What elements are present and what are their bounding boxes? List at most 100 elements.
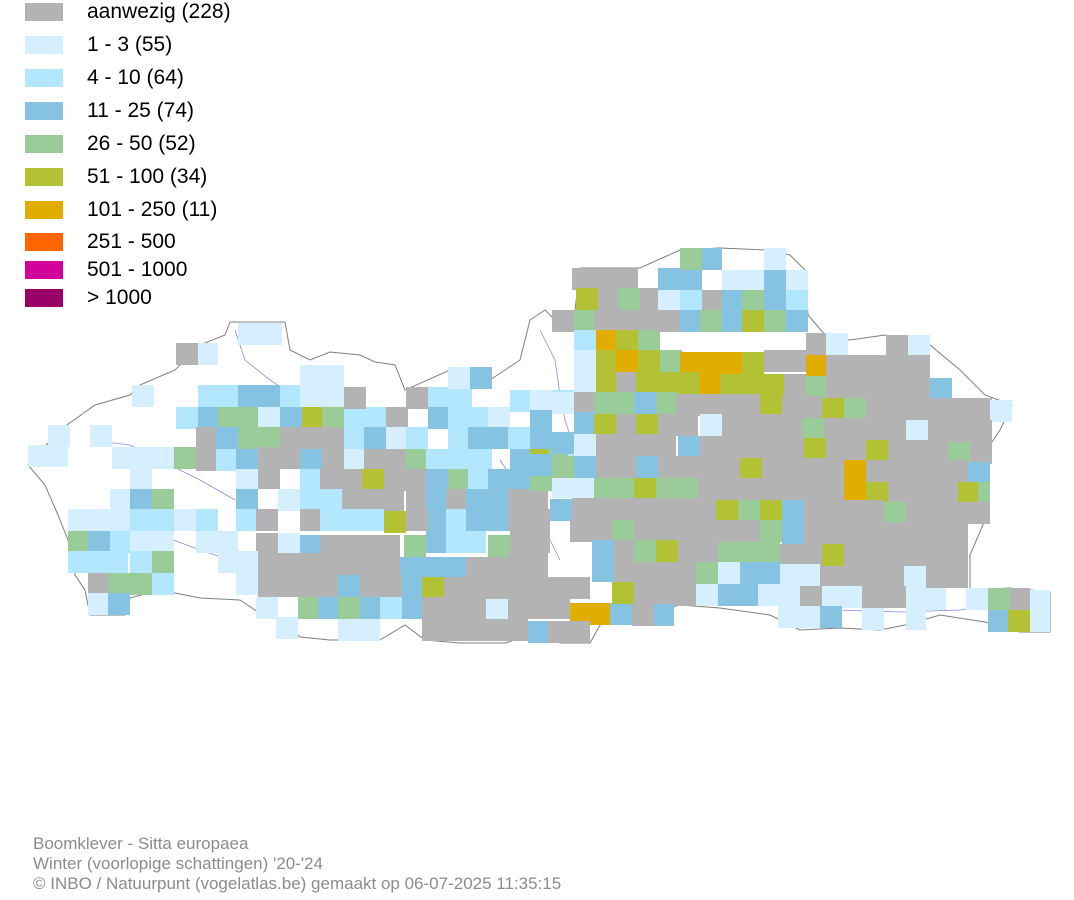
grid-cell <box>782 500 804 522</box>
legend-item: 1 - 3 (55) <box>25 33 172 57</box>
grid-cell <box>552 456 574 478</box>
grid-cell <box>300 469 322 491</box>
grid-cell <box>612 582 634 604</box>
grid-cell <box>196 509 218 531</box>
grid-cell <box>384 511 406 533</box>
grid-cell <box>654 604 674 626</box>
grid-cell <box>422 557 466 579</box>
grid-cell <box>550 499 572 521</box>
grid-cell <box>548 621 590 643</box>
grid-cell <box>702 248 722 270</box>
credit-line: © INBO / Natuurpunt (vogelatlas.be) gema… <box>33 874 562 893</box>
grid-cell <box>970 442 992 464</box>
grid-cell <box>402 597 424 619</box>
grid-cell <box>722 310 744 332</box>
grid-cell <box>362 489 404 511</box>
grid-cell <box>320 509 384 531</box>
grid-cell <box>90 425 112 447</box>
grid-cell <box>528 621 548 643</box>
grid-cell <box>574 434 596 456</box>
grid-cell <box>866 482 888 504</box>
grid-cell <box>386 449 408 471</box>
legend-swatch <box>25 3 63 21</box>
grid-cell <box>700 372 720 394</box>
grid-cell <box>594 310 616 332</box>
grid-cell <box>634 392 656 414</box>
grid-cell <box>130 489 152 511</box>
grid-cell <box>820 606 842 628</box>
grid-cell <box>236 449 258 471</box>
grid-cell <box>552 392 574 414</box>
legend-swatch <box>25 69 63 87</box>
grid-cell <box>236 469 258 491</box>
grid-cell <box>218 531 238 553</box>
grid-cell <box>572 498 716 520</box>
grid-cell <box>658 268 702 290</box>
legend-swatch <box>25 102 63 120</box>
grid-cell <box>716 500 738 522</box>
grid-cell <box>886 335 908 357</box>
grid-cell <box>616 330 638 352</box>
grid-cell <box>342 469 364 491</box>
grid-cell <box>800 586 822 608</box>
grid-cell <box>760 520 782 542</box>
grid-cell <box>570 603 610 625</box>
grid-cell <box>466 531 486 553</box>
legend-item: 51 - 100 (34) <box>25 165 207 189</box>
grid-cell <box>700 414 722 436</box>
grid-cell <box>990 400 1012 422</box>
grid-cell <box>616 372 638 394</box>
grid-cell <box>256 597 278 619</box>
grid-cell <box>176 407 198 429</box>
grid-cell <box>610 603 632 625</box>
grid-cell <box>110 531 132 553</box>
grid-cell <box>696 584 718 606</box>
grid-cell <box>360 575 402 597</box>
grid-cell <box>278 489 300 511</box>
grid-cell <box>110 509 132 531</box>
grid-cell <box>928 420 992 442</box>
grid-cell <box>570 520 612 542</box>
grid-cell <box>636 372 700 394</box>
grid-cell <box>680 310 702 332</box>
grid-cell <box>196 427 218 471</box>
grid-cell <box>820 566 904 588</box>
grid-cell <box>276 617 298 639</box>
grid-cell <box>948 566 968 588</box>
grid-cell <box>698 478 844 500</box>
grid-cell <box>364 449 386 471</box>
grid-cells <box>28 248 1050 643</box>
grid-cell <box>926 566 948 588</box>
grid-cell <box>236 573 258 595</box>
grid-cell <box>780 544 822 566</box>
grid-cell <box>488 557 508 579</box>
grid-cell <box>530 410 552 454</box>
grid-cell <box>888 482 958 504</box>
grid-cell <box>596 350 618 372</box>
grid-cell <box>978 482 990 504</box>
grid-cell <box>988 610 1008 632</box>
grid-cell <box>318 597 340 619</box>
grid-cell <box>422 577 444 599</box>
grid-cell <box>406 509 428 531</box>
grid-cell <box>968 462 990 484</box>
grid-cell <box>508 427 530 449</box>
grid-cell <box>552 476 574 498</box>
legend-item: 11 - 25 (74) <box>25 99 194 123</box>
grid-cell <box>342 489 364 511</box>
grid-cell <box>740 458 762 480</box>
grid-cell <box>906 420 928 442</box>
grid-cell <box>658 456 740 478</box>
grid-cell <box>510 531 550 553</box>
grid-cell <box>364 407 386 429</box>
grid-cell <box>406 469 428 491</box>
grid-cell <box>406 449 428 471</box>
grid-cell <box>508 509 550 531</box>
grid-cell <box>678 540 718 562</box>
grid-cell <box>364 427 386 449</box>
legend-swatch <box>25 201 63 219</box>
grid-cell <box>862 586 906 608</box>
grid-cell <box>300 449 322 471</box>
grid-cell <box>466 557 488 579</box>
grid-cell <box>402 575 424 597</box>
